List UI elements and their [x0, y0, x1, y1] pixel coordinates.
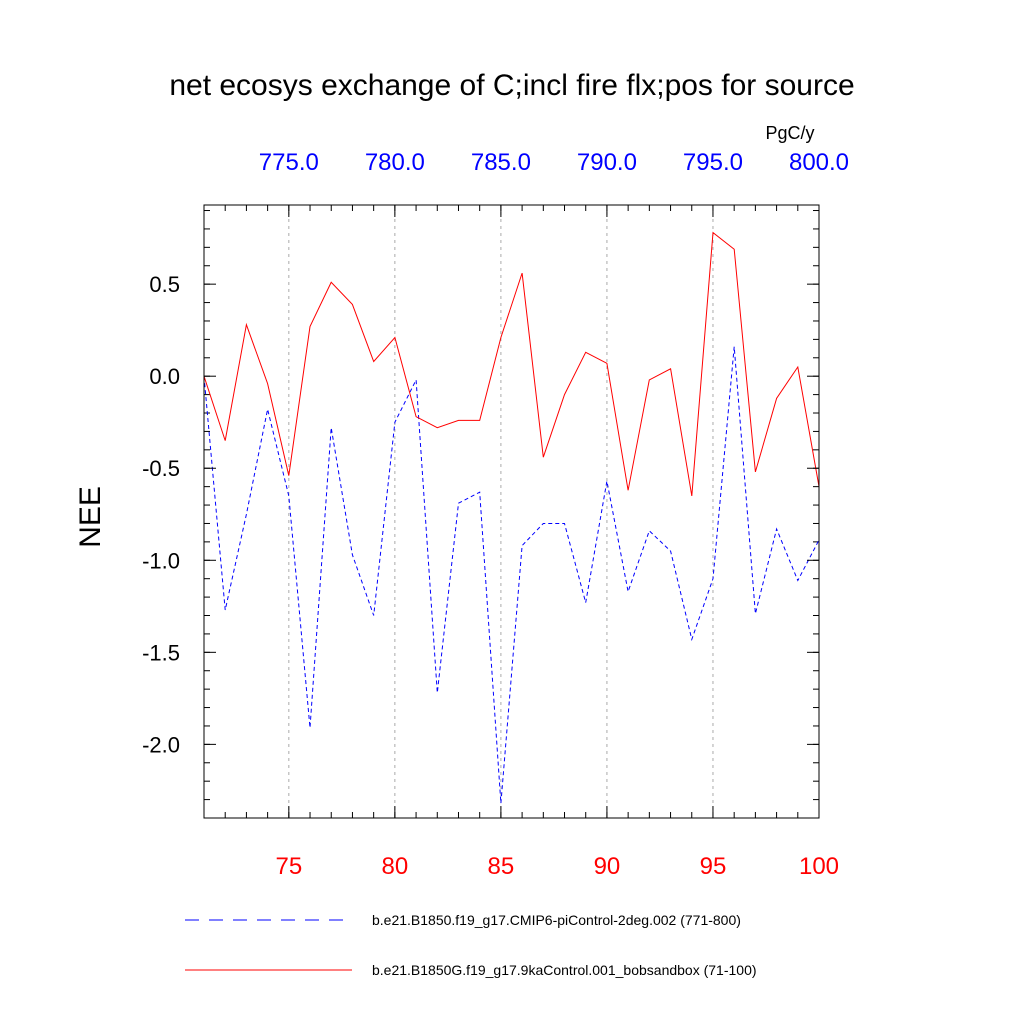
minor-ticks	[203, 205, 820, 819]
y-tick-label: -0.5	[142, 456, 180, 481]
x-tick-label-bottom: 100	[799, 853, 839, 880]
tick-labels: 0.5 0.0 -0.5 -1.0 -1.5 -2.0 75 80 85 90 95 100 775.0…	[142, 149, 849, 880]
x-tick-label-bottom: 85	[488, 853, 515, 880]
x-tick-label-bottom: 80	[382, 853, 409, 880]
y-axis-label: NEE	[74, 486, 107, 548]
x-tick-label-top: 795.0	[683, 149, 743, 176]
plot-frame	[203, 204, 820, 819]
y-tick-label: 0.5	[149, 272, 180, 297]
series-line-1	[203, 346, 820, 804]
y-tick-label: -1.5	[142, 640, 180, 665]
y-tick-label: -2.0	[142, 732, 180, 757]
legend: b.e21.B1850.f19_g17.CMIP6-piControl-2deg…	[185, 912, 757, 978]
x-tick-label-top: 800.0	[789, 149, 849, 176]
x-tick-label-bottom: 90	[594, 853, 621, 880]
x-tick-label-bottom: 75	[275, 853, 302, 880]
legend-label-1: b.e21.B1850.f19_g17.CMIP6-piControl-2deg…	[372, 912, 741, 928]
y-tick-label: 0.0	[149, 364, 180, 389]
legend-label-2: b.e21.B1850G.f19_g17.9kaControl.001_bobs…	[372, 962, 757, 978]
units-label: PgC/y	[765, 123, 814, 143]
x-tick-label-bottom: 95	[700, 853, 727, 880]
chart-title: net ecosys exchange of C;incl fire flx;p…	[169, 69, 854, 102]
gridlines	[288, 205, 714, 818]
y-tick-label: -1.0	[142, 548, 180, 573]
x-tick-label-top: 785.0	[471, 149, 531, 176]
x-tick-label-top: 780.0	[365, 149, 425, 176]
x-tick-label-top: 790.0	[577, 149, 637, 176]
series-line-2	[203, 231, 820, 496]
major-ticks	[204, 205, 820, 818]
series-layer	[203, 231, 820, 804]
x-tick-label-top: 775.0	[259, 149, 319, 176]
